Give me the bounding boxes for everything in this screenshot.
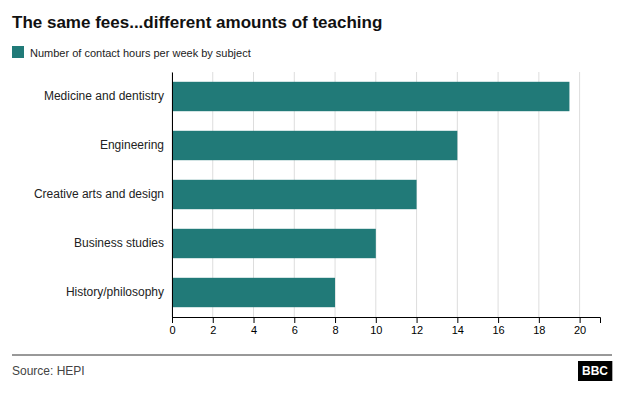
tick-label: 4: [251, 324, 257, 336]
bars: [172, 82, 569, 307]
tick: 20: [574, 317, 586, 336]
tick-mark: [172, 317, 173, 323]
separator: [12, 355, 612, 356]
tick-mark: [294, 317, 295, 323]
tick: 18: [533, 317, 545, 336]
tick: Medicine and dentistry: [44, 89, 164, 103]
tick-mark: [376, 317, 377, 323]
tick-label: 6: [292, 324, 298, 336]
tick: 14: [452, 317, 464, 336]
tick-label: 0: [169, 324, 175, 336]
legend-label: Number of contact hours per week by subj…: [30, 47, 251, 59]
legend-swatch: [12, 46, 24, 58]
grid-line: [579, 72, 580, 317]
tick: Business studies: [74, 236, 164, 250]
y-axis: Medicine and dentistry Engineering Creativ…: [34, 73, 173, 318]
tick-label: Medicine and dentistry: [44, 89, 164, 103]
plot: 0 2 4 6 8 10 12 14 16 18 20 Medicine and dentistry E…: [34, 72, 601, 336]
axis-line: [173, 318, 601, 324]
tick-mark: [254, 317, 255, 323]
bar: [172, 229, 376, 258]
axis-line: [172, 73, 173, 318]
tick-mark: [213, 317, 214, 323]
logo-text: BBC: [582, 364, 608, 378]
tick: 6: [292, 317, 298, 336]
tick-mark: [539, 317, 540, 323]
tick-label: Engineering: [100, 138, 164, 152]
tick: 0: [169, 317, 175, 336]
tick-label: 12: [411, 324, 423, 336]
tick-label: 18: [533, 324, 545, 336]
legend: Number of contact hours per week by subj…: [12, 46, 251, 59]
grid: [172, 72, 580, 317]
tick-mark: [335, 317, 336, 323]
tick-label: 8: [332, 324, 338, 336]
tick: Creative arts and design: [34, 187, 164, 201]
bar: [172, 180, 417, 209]
chart: The same fees...different amounts of tea…: [0, 0, 624, 395]
tick-label: 20: [574, 324, 586, 336]
tick-label: 16: [492, 324, 504, 336]
logo-box: [578, 361, 612, 381]
tick-mark: [457, 317, 458, 323]
tick-mark: [580, 317, 581, 323]
bar: [172, 278, 335, 307]
tick: 12: [411, 317, 423, 336]
tick-mark: [417, 317, 418, 323]
title: The same fees...different amounts of tea…: [12, 13, 382, 32]
x-axis: 0 2 4 6 8 10 12 14 16 18 20: [169, 317, 600, 336]
bar: [172, 131, 457, 160]
tick-label: 10: [370, 324, 382, 336]
tick-mark: [498, 317, 499, 323]
tick: 4: [251, 317, 257, 336]
tick: Engineering: [100, 138, 164, 152]
tick: 10: [370, 317, 382, 336]
tick: History/philosophy: [66, 285, 164, 299]
tick: 2: [210, 317, 216, 336]
source: Source: HEPI: [12, 364, 85, 378]
tick-label: 14: [452, 324, 464, 336]
tick-label: Creative arts and design: [34, 187, 164, 201]
tick-label: History/philosophy: [66, 285, 164, 299]
bar: [172, 82, 569, 111]
tick-label: 2: [210, 324, 216, 336]
grid-line: [172, 72, 173, 317]
tick: 8: [332, 317, 338, 336]
tick: 16: [492, 317, 504, 336]
logo: BBC: [578, 361, 612, 381]
tick-label: Business studies: [74, 236, 164, 250]
